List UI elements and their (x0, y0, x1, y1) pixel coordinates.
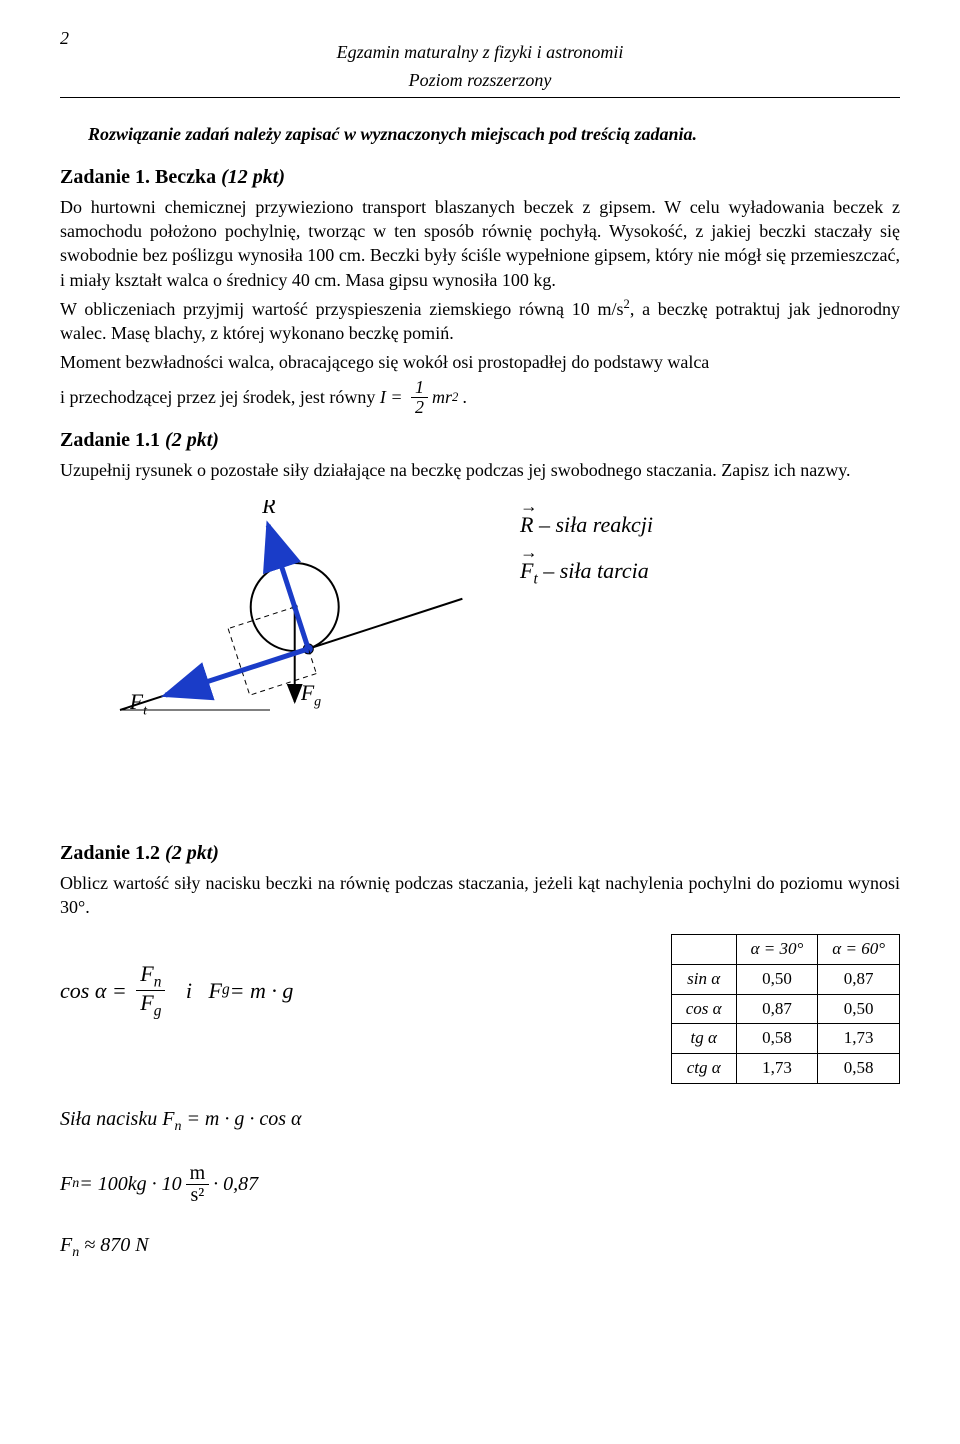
table-row: ctg α 1,73 0,58 (671, 1054, 899, 1084)
trig-head-30: α = 30° (736, 934, 818, 964)
frac-den-Fg: Fg (136, 991, 165, 1020)
solution-result: Fn ≈ 870 N (60, 1232, 900, 1263)
instruction-text: Rozwiązanie zadań należy zapisać w wyzna… (60, 122, 900, 146)
trig-cell: 0,87 (818, 964, 900, 994)
Fg-eq-lhs: F (209, 976, 222, 1006)
task1-paragraph-3: Moment bezwładności walca, obracającego … (60, 350, 900, 374)
trig-cell: 0,50 (736, 964, 818, 994)
task1-title: Zadanie 1. Beczka (60, 166, 221, 188)
legend-R: R – siła reakcji (520, 510, 653, 540)
inertia-formula: I = 1 2 mr2 . (375, 378, 467, 417)
header-line-2: Poziom rozszerzony (60, 68, 900, 92)
task1-body4-pre: i przechodzącej przez jej środek, jest r… (60, 385, 375, 409)
result-val: ≈ 870 N (79, 1234, 148, 1256)
task1-heading: Zadanie 1. Beczka (12 pkt) (60, 164, 900, 191)
table-row: sin α 0,50 0,87 (671, 964, 899, 994)
task1-paragraph-2: W obliczeniach przyjmij wartość przyspie… (60, 296, 900, 346)
task1-inertia-line: i przechodzącej przez jej środek, jest r… (60, 378, 900, 417)
sol-label: Siła nacisku (60, 1108, 162, 1130)
trig-table: α = 30° α = 60° sin α 0,50 0,87 cos α 0,… (671, 934, 900, 1085)
page-number: 2 (60, 26, 69, 50)
trig-cell: 0,58 (818, 1054, 900, 1084)
task11-points: (2 pkt) (165, 429, 219, 451)
table-row: tg α 0,58 1,73 (671, 1024, 899, 1054)
task12-body: Oblicz wartość siły nacisku beczki na ró… (60, 871, 900, 920)
trig-cell: 1,73 (818, 1024, 900, 1054)
fraction-half: 1 2 (411, 378, 428, 417)
task11-body: Uzupełnij rysunek o pozostałe siły dział… (60, 458, 900, 482)
legend-R-text: – siła reakcji (533, 512, 653, 537)
trig-label: sin α (671, 964, 736, 994)
force-diagram: R→F→tFg (60, 500, 480, 800)
unit-num: m (186, 1163, 210, 1185)
Fg-eq-rhs: = m · g (230, 976, 294, 1006)
trig-label: ctg α (671, 1054, 736, 1084)
task11-title: Zadanie 1.1 (60, 429, 165, 451)
trig-cell: 0,87 (736, 994, 818, 1024)
trig-cell: 0,50 (818, 994, 900, 1024)
calc-suffix: · 0,87 (213, 1171, 258, 1198)
trig-cell: 0,58 (736, 1024, 818, 1054)
solution-Fn-eq: Siła nacisku Fn = m · g · cos α (60, 1106, 900, 1137)
frac-Fn-Fg: Fn Fg (136, 962, 165, 1020)
task12-formula: cos α = Fn Fg i Fg = m · g (60, 962, 293, 1020)
task1-p2a: W obliczeniach przyjmij wartość przyspie… (60, 299, 624, 319)
task1-points: (12 pkt) (221, 166, 285, 188)
table-row: α = 30° α = 60° (671, 934, 899, 964)
force-diagram-wrap: R→F→tFg R – siła reakcji Ft – siła tarci… (60, 500, 900, 800)
unit-den: s² (186, 1185, 208, 1206)
legend-Ft: Ft – siła tarcia (520, 556, 653, 590)
frac-den: 2 (411, 398, 428, 417)
trig-empty (671, 934, 736, 964)
header-rule (60, 97, 900, 98)
trig-head-60: α = 60° (818, 934, 900, 964)
task12-points: (2 pkt) (165, 842, 219, 864)
trig-label: tg α (671, 1024, 736, 1054)
task12-heading: Zadanie 1.2 (2 pkt) (60, 840, 900, 867)
and-word: i (186, 976, 192, 1006)
result-prefix: F (60, 1234, 72, 1256)
solution-calc: Fn = 100kg · 10 m s² · 0,87 (60, 1163, 900, 1206)
task12-row: cos α = Fn Fg i Fg = m · g α = 30° α = 6… (60, 934, 900, 1085)
calc-prefix: F (60, 1171, 72, 1198)
diagram-legend: R – siła reakcji Ft – siła tarcia (520, 510, 653, 606)
table-row: cos α 0,87 0,50 (671, 994, 899, 1024)
trig-label: cos α (671, 994, 736, 1024)
task1-paragraph-1: Do hurtowni chemicznej przywieziono tran… (60, 195, 900, 292)
sol-eq: = m · g · cos α (181, 1108, 301, 1130)
legend-Ft-text: – siła tarcia (538, 558, 649, 583)
frac-num-Fn: Fn (136, 962, 165, 992)
unit-frac: m s² (186, 1163, 210, 1206)
calc-mid: = 100kg · 10 (79, 1171, 181, 1198)
header-line-1: Egzamin maturalny z fizyki i astronomii (60, 40, 900, 64)
task11-heading: Zadanie 1.1 (2 pkt) (60, 427, 900, 454)
trig-cell: 1,73 (736, 1054, 818, 1084)
frac-num: 1 (411, 378, 428, 398)
task12-title: Zadanie 1.2 (60, 842, 165, 864)
cos-eq-lhs: cos α = (60, 976, 127, 1006)
